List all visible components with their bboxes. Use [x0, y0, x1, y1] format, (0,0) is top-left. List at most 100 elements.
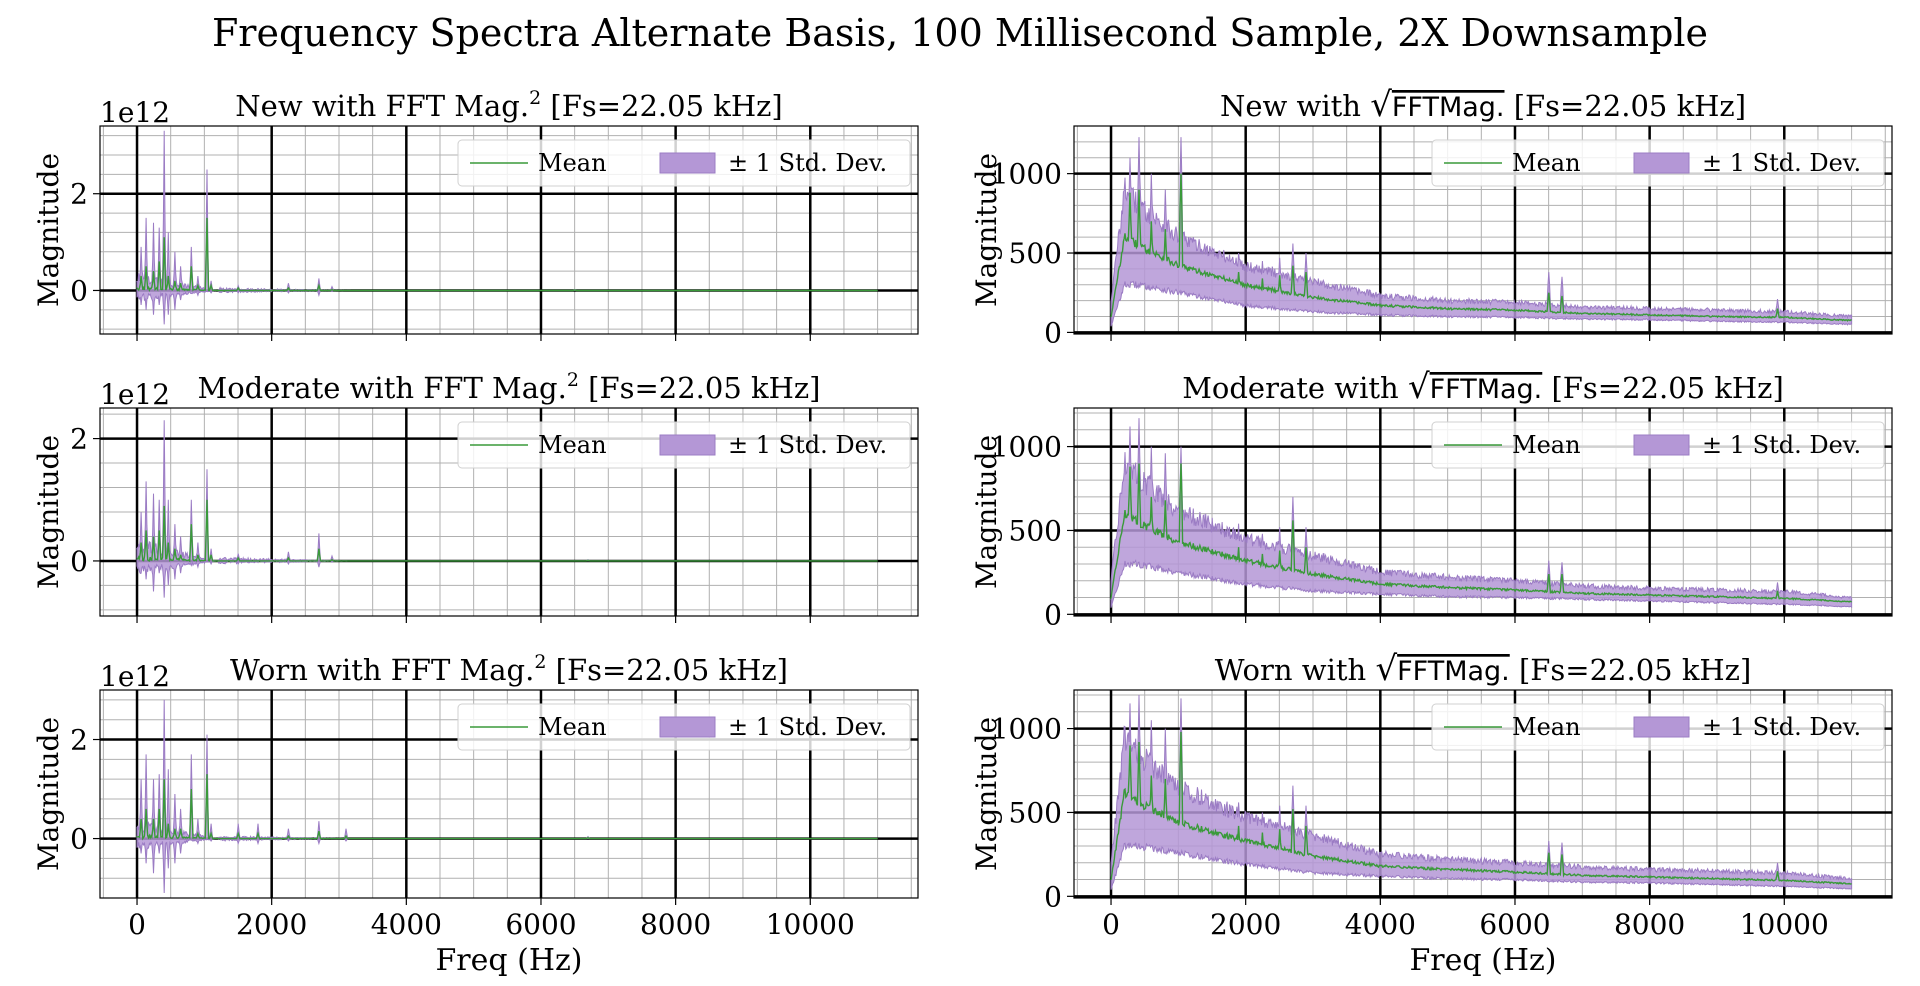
title-prefix: New with [1220, 89, 1370, 123]
legend-band-swatch [659, 152, 716, 174]
x-axis-label: Freq (Hz) [1409, 943, 1556, 978]
mean-line [136, 499, 878, 563]
panel-title: Moderate with FFT Mag.2 [Fs=22.05 kHz] [198, 369, 821, 405]
y-tick-label: 0 [70, 823, 88, 856]
mean-line [1110, 731, 1852, 885]
y-tick-label: 0 [1044, 598, 1062, 631]
legend: Mean ± 1 Std. Dev. [1431, 139, 1885, 187]
y-axis-label: Magnitude [32, 153, 65, 307]
legend-band-label: ± 1 Std. Dev. [728, 431, 887, 459]
legend-band-label: ± 1 Std. Dev. [1702, 149, 1861, 177]
x-tick-label: 0 [1102, 908, 1120, 941]
plot-area [1109, 418, 1853, 609]
title-superscript: 2 [534, 651, 546, 673]
title-superscript: 2 [529, 87, 541, 109]
x-tick-label: 4000 [1345, 908, 1416, 941]
std-dev-band [1110, 418, 1853, 609]
panel-title: Worn with √FFTMag. [Fs=22.05 kHz] [1215, 649, 1752, 689]
legend-band-swatch [1633, 434, 1690, 456]
y-axis-label: Magnitude [970, 435, 1003, 589]
y-tick-label: 2 [70, 423, 88, 456]
legend-mean-label: Mean [538, 713, 607, 741]
figure-title: Frequency Spectra Alternate Basis, 100 M… [212, 11, 1708, 55]
title-suffix: [Fs=22.05 kHz] [546, 653, 788, 687]
x-tick-label: 10000 [1740, 908, 1829, 941]
offset-text: 1e12 [100, 378, 170, 411]
title-suffix: [Fs=22.05 kHz] [541, 89, 783, 123]
legend-band-swatch [659, 716, 716, 738]
axes-frame [99, 125, 919, 335]
x-tick-label: 8000 [640, 908, 711, 941]
y-tick-label: 500 [1009, 514, 1062, 547]
title-prefix: Moderate with FFT Mag. [198, 371, 567, 405]
axes-frame [1073, 689, 1893, 899]
y-tick-label: 0 [70, 545, 88, 578]
mean-line [135, 774, 878, 841]
x-tick-label: 8000 [1614, 908, 1685, 941]
offset-text: 1e12 [100, 660, 170, 693]
y-tick-label: 1000 [991, 158, 1062, 191]
panel-title: New with FFT Mag.2 [Fs=22.05 kHz] [235, 87, 782, 123]
plot-area [135, 420, 878, 598]
legend-band-swatch [1633, 152, 1690, 174]
plot-area [135, 699, 878, 894]
axes-frame [1073, 125, 1893, 335]
x-axis-label: Freq (Hz) [435, 943, 582, 978]
y-tick-label: 0 [70, 274, 88, 307]
legend-band-label: ± 1 Std. Dev. [728, 149, 887, 177]
y-axis-label: Magnitude [32, 717, 65, 871]
x-tick-label: 0 [128, 908, 146, 941]
x-tick-label: 2000 [236, 908, 307, 941]
title-prefix: New with FFT Mag. [235, 89, 529, 123]
mean-line [1109, 463, 1853, 603]
x-tick-label: 6000 [1479, 908, 1550, 941]
sqrt-sign: √ [1370, 85, 1392, 125]
axes-frame [99, 407, 919, 617]
y-tick-label: 2 [70, 178, 88, 211]
y-axis-label: Magnitude [32, 435, 65, 589]
panel-title: New with √FFTMag. [Fs=22.05 kHz] [1220, 85, 1746, 125]
legend-band-swatch [1633, 716, 1690, 738]
title-sqrt-argument: FFTMag. [1397, 656, 1510, 687]
title-suffix: [Fs=22.05 kHz] [1505, 89, 1747, 123]
title-suffix: [Fs=22.05 kHz] [1510, 653, 1752, 687]
legend-band-label: ± 1 Std. Dev. [1702, 713, 1861, 741]
x-tick-label: 10000 [766, 908, 855, 941]
legend-mean-label: Mean [1512, 713, 1581, 741]
x-tick-label: 6000 [505, 908, 576, 941]
y-tick-label: 1000 [991, 431, 1062, 464]
y-axis-label: Magnitude [970, 153, 1003, 307]
title-suffix: [Fs=22.05 kHz] [1542, 371, 1784, 405]
y-tick-label: 2 [70, 724, 88, 757]
y-tick-label: 1000 [991, 713, 1062, 746]
mean-line [136, 217, 878, 293]
legend: Mean ± 1 Std. Dev. [457, 421, 911, 469]
legend-mean-label: Mean [1512, 431, 1581, 459]
legend-band-label: ± 1 Std. Dev. [728, 713, 887, 741]
legend: Mean ± 1 Std. Dev. [1431, 421, 1885, 469]
legend: Mean ± 1 Std. Dev. [457, 139, 911, 187]
legend: Mean ± 1 Std. Dev. [457, 703, 911, 751]
plot-area [1110, 137, 1853, 327]
plot-area [135, 130, 878, 325]
minor-grid [100, 690, 918, 898]
legend-mean-label: Mean [538, 149, 607, 177]
x-tick-label: 4000 [371, 908, 442, 941]
title-prefix: Worn with [1215, 653, 1376, 687]
title-prefix: Worn with FFT Mag. [230, 653, 534, 687]
title-suffix: [Fs=22.05 kHz] [579, 371, 821, 405]
title-prefix: Moderate with [1182, 371, 1408, 405]
title-sqrt-argument: FFTMag. [1392, 92, 1505, 123]
legend-mean-label: Mean [538, 431, 607, 459]
axes-frame [99, 689, 919, 899]
title-superscript: 2 [567, 369, 579, 391]
legend-mean-label: Mean [1512, 149, 1581, 177]
axes-frame [1073, 407, 1893, 617]
legend-band-swatch [659, 434, 716, 456]
panel-title: Worn with FFT Mag.2 [Fs=22.05 kHz] [230, 651, 788, 687]
sqrt-sign: √ [1408, 367, 1430, 407]
